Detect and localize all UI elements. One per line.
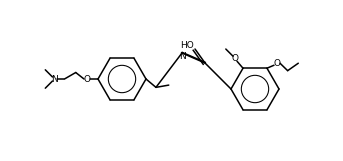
Text: O: O [273, 59, 281, 68]
Text: HO: HO [180, 41, 194, 49]
Text: N: N [51, 75, 58, 84]
Text: O: O [232, 54, 238, 63]
Text: N: N [180, 52, 186, 61]
Text: O: O [83, 75, 91, 84]
